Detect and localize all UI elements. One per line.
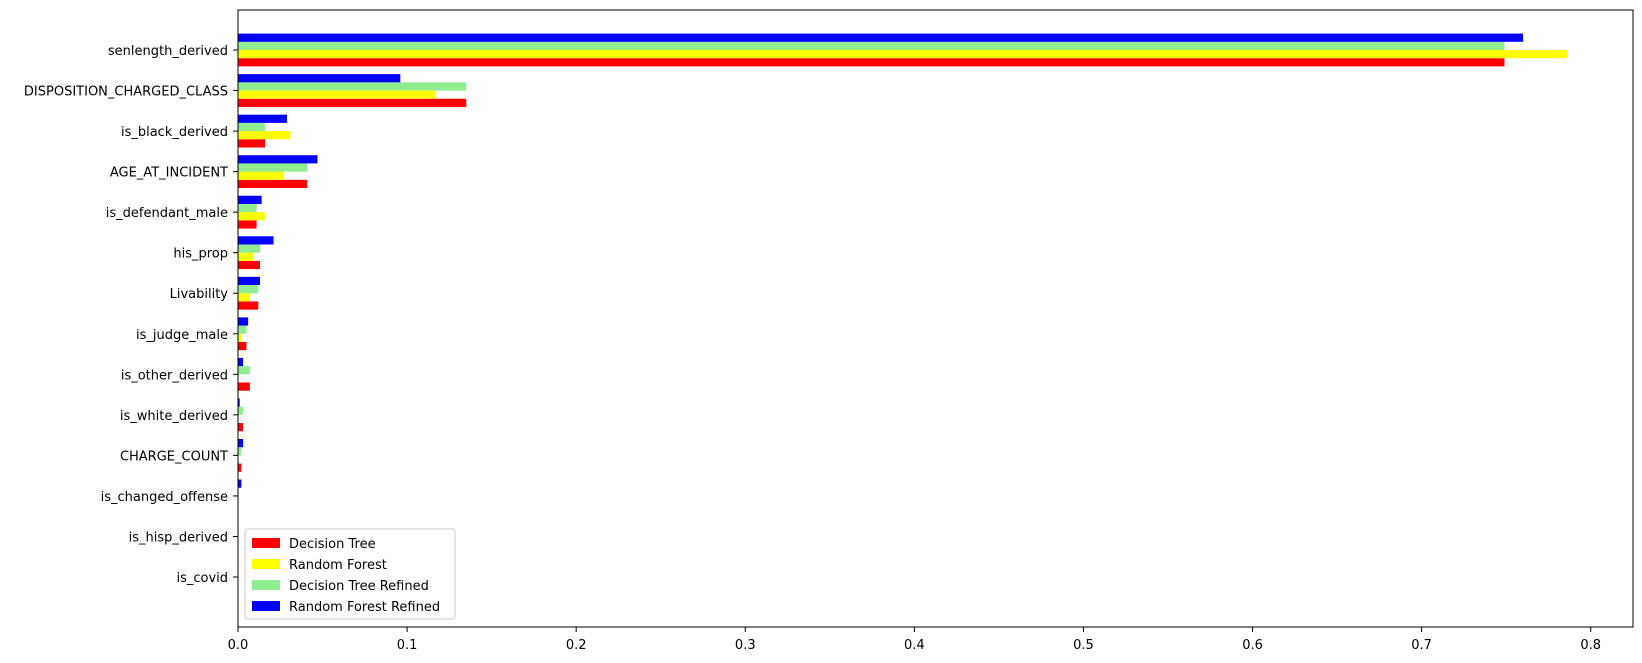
bar-3-5 [238, 203, 257, 213]
legend-box [244, 528, 456, 620]
x-tick-label: 0.5 [1073, 638, 1094, 653]
y-tick-label: is_black_derived [121, 125, 228, 140]
bar-2-5 [238, 212, 266, 221]
bar-1-2 [238, 98, 467, 107]
legend-label: Random Forest [289, 558, 387, 573]
bar-3-2 [238, 82, 467, 91]
bar-4-11 [238, 438, 244, 448]
x-tick-label: 0.2 [566, 638, 587, 653]
legend-swatch [252, 538, 280, 548]
y-tick-label: Livability [170, 287, 229, 302]
bar-4-12 [238, 479, 242, 488]
bar-2-3 [238, 131, 291, 140]
y-tick-label: is_white_derived [120, 409, 228, 424]
x-tick-label: 0.3 [735, 638, 756, 653]
bar-4-3 [238, 114, 288, 123]
bar-3-1 [238, 41, 1505, 50]
bar-3-10 [238, 406, 244, 415]
bar-2-1 [238, 50, 1568, 59]
bar-1-11 [238, 463, 242, 472]
bar-1-1 [238, 58, 1505, 67]
x-tick-label: 0.6 [1242, 638, 1263, 653]
bar-4-1 [238, 33, 1524, 42]
y-tick-label: his_prop [173, 247, 228, 262]
y-tick-label: DISPOSITION_CHARGED_CLASS [24, 85, 228, 100]
bar-4-5 [238, 195, 262, 204]
bar-3-9 [238, 366, 250, 375]
legend-swatch [252, 559, 280, 569]
bar-1-10 [238, 423, 244, 432]
bar-4-2 [238, 74, 401, 83]
y-tick-label: is_other_derived [121, 368, 228, 383]
bar-3-7 [238, 285, 259, 294]
bar-1-9 [238, 382, 250, 391]
bar-1-6 [238, 260, 260, 270]
bar-3-6 [238, 244, 260, 253]
bar-1-8 [238, 341, 247, 351]
bar-1-5 [238, 220, 257, 229]
y-tick-label: senlength_derived [108, 44, 228, 59]
y-tick-label: is_judge_male [136, 328, 228, 343]
bar-3-11 [238, 447, 242, 456]
legend-label: Decision Tree [289, 537, 376, 552]
bar-4-4 [238, 155, 318, 164]
y-tick-label: is_hisp_derived [129, 530, 228, 545]
bar-3-3 [238, 122, 266, 132]
bar-2-6 [238, 252, 254, 261]
bar-2-8 [238, 333, 242, 342]
bar-1-3 [238, 139, 266, 148]
y-tick-label: is_covid [176, 571, 228, 586]
legend-label: Decision Tree Refined [289, 579, 429, 594]
x-tick-label: 0.0 [228, 638, 249, 653]
bar-4-8 [238, 317, 249, 326]
bar-2-4 [238, 171, 284, 180]
x-tick-label: 0.8 [1580, 638, 1601, 653]
x-tick-label: 0.4 [904, 638, 925, 653]
y-tick-label: is_changed_offense [101, 490, 228, 505]
bar-1-7 [238, 301, 259, 310]
legend-label: Random Forest Refined [289, 600, 440, 615]
bar-2-7 [238, 293, 250, 302]
legend-swatch [252, 601, 280, 611]
plot-frame [237, 9, 1634, 628]
y-tick-label: is_defendant_male [106, 206, 228, 221]
bar-3-8 [238, 325, 247, 334]
y-tick-label: CHARGE_COUNT [120, 449, 228, 464]
x-tick-label: 0.1 [397, 638, 418, 653]
bar-4-7 [238, 276, 260, 286]
x-tick-label: 0.7 [1411, 638, 1432, 653]
bar-2-2 [238, 90, 436, 99]
bar-3-4 [238, 163, 308, 172]
bar-4-10 [238, 398, 240, 407]
y-tick-label: AGE_AT_INCIDENT [110, 166, 228, 181]
bar-4-9 [238, 357, 244, 367]
bar-4-6 [238, 236, 274, 245]
bar-1-4 [238, 179, 308, 189]
legend-swatch [252, 580, 280, 590]
